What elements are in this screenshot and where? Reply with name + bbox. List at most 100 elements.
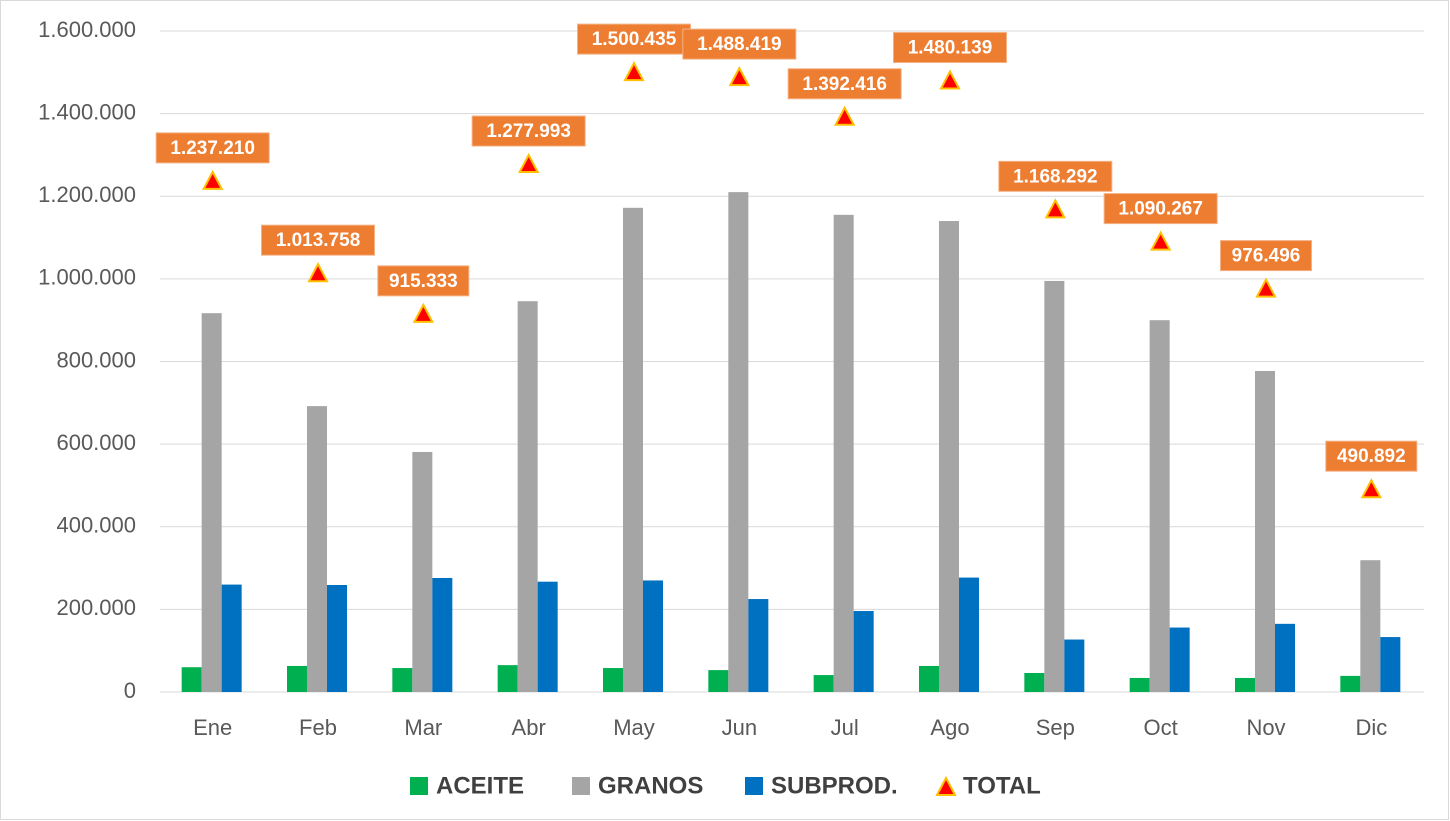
total-marker <box>1255 277 1277 298</box>
value-label: 1.392.416 <box>802 74 887 95</box>
value-label: 1.500.435 <box>592 29 677 50</box>
value-label: 976.496 <box>1232 246 1301 267</box>
x-tick-label: Mar <box>404 715 442 740</box>
total-marker <box>1360 478 1382 499</box>
value-label-box <box>1103 193 1218 225</box>
bar <box>748 599 769 692</box>
value-label: 1.237.210 <box>170 138 255 159</box>
x-tick-label: Abr <box>512 715 546 740</box>
bar <box>1255 371 1275 692</box>
bar <box>221 584 242 692</box>
y-tick-label: 1.000.000 <box>38 265 136 290</box>
bar <box>853 611 874 692</box>
x-tick-label: May <box>613 715 655 740</box>
bar <box>432 577 453 692</box>
legend-label: ACEITE <box>436 772 524 799</box>
value-label-box <box>261 224 375 256</box>
bar <box>1340 675 1361 692</box>
bar <box>517 301 538 692</box>
bar <box>1360 560 1381 692</box>
y-tick-label: 400.000 <box>56 513 136 538</box>
legend-label: TOTAL <box>963 772 1041 799</box>
total-marker <box>518 152 540 174</box>
bar <box>1129 677 1150 692</box>
bar <box>287 665 307 692</box>
y-tick-label: 1.600.000 <box>38 17 136 42</box>
value-label: 1.488.419 <box>697 34 782 55</box>
bar <box>1275 623 1295 692</box>
x-tick-label: Nov <box>1246 715 1285 740</box>
x-tick-label: Jun <box>722 715 757 740</box>
legend-label: GRANOS <box>598 772 703 799</box>
total-marker <box>728 65 750 87</box>
bar <box>1235 677 1255 692</box>
total-marker <box>412 302 434 323</box>
bar <box>327 585 347 692</box>
bar <box>201 313 222 692</box>
bar <box>1169 627 1190 692</box>
x-tick-label: Oct <box>1144 715 1178 740</box>
value-label-box <box>155 132 270 164</box>
value-label-box <box>377 265 470 297</box>
bar <box>813 675 834 692</box>
y-tick-label: 200.000 <box>56 595 136 620</box>
x-tick-label: Ene <box>193 715 232 740</box>
value-label-box <box>1325 440 1418 472</box>
bar <box>833 214 854 692</box>
value-label-box <box>682 28 797 60</box>
y-tick-label: 0 <box>124 678 136 703</box>
x-tick-label: Ago <box>930 715 969 740</box>
bar <box>412 451 433 692</box>
bar <box>1380 637 1401 692</box>
total-marker <box>307 262 329 283</box>
value-label-box <box>577 23 691 55</box>
value-label-box <box>893 32 1007 64</box>
y-tick-label: 1.400.000 <box>38 99 136 124</box>
bar <box>307 406 327 692</box>
bar <box>623 207 643 692</box>
y-tick-label: 1.200.000 <box>38 182 136 207</box>
x-tick-label: Sep <box>1036 715 1075 740</box>
legend-marker <box>935 775 957 796</box>
x-tick-label: Dic <box>1355 715 1387 740</box>
total-marker <box>623 60 645 82</box>
legend-swatch <box>572 777 590 795</box>
y-tick-label: 800.000 <box>56 347 136 372</box>
total-marker <box>834 105 856 126</box>
total-marker <box>202 169 224 190</box>
bar <box>1044 280 1065 692</box>
x-tick-label: Jul <box>831 715 859 740</box>
value-label: 1.013.758 <box>276 230 361 251</box>
bar <box>708 670 729 692</box>
bar <box>939 221 959 692</box>
bar <box>1024 672 1045 692</box>
value-label: 1.277.993 <box>486 121 571 142</box>
bar <box>959 577 979 692</box>
total-marker <box>939 69 961 90</box>
total-marker <box>1044 198 1066 219</box>
legend-label: SUBPROD. <box>771 772 898 799</box>
bar <box>919 665 939 692</box>
y-tick-label: 600.000 <box>56 430 136 455</box>
value-label: 490.892 <box>1337 446 1406 467</box>
total-marker <box>1150 230 1172 251</box>
bar <box>537 581 558 692</box>
bar <box>1149 320 1170 692</box>
value-label-box <box>1220 240 1312 272</box>
bar <box>643 580 663 692</box>
legend-swatch <box>745 777 763 795</box>
bar <box>497 665 518 692</box>
bar <box>1064 639 1085 692</box>
x-tick-label: Feb <box>299 715 337 740</box>
value-label-box <box>471 115 586 147</box>
value-label: 1.168.292 <box>1013 166 1098 187</box>
bar <box>603 668 623 692</box>
bar <box>181 667 202 692</box>
value-label-box <box>787 68 902 100</box>
value-label: 915.333 <box>389 271 458 292</box>
value-label-box <box>998 160 1113 192</box>
value-label: 1.480.139 <box>908 38 993 59</box>
value-label: 1.090.267 <box>1118 199 1203 220</box>
legend-swatch <box>410 777 428 795</box>
